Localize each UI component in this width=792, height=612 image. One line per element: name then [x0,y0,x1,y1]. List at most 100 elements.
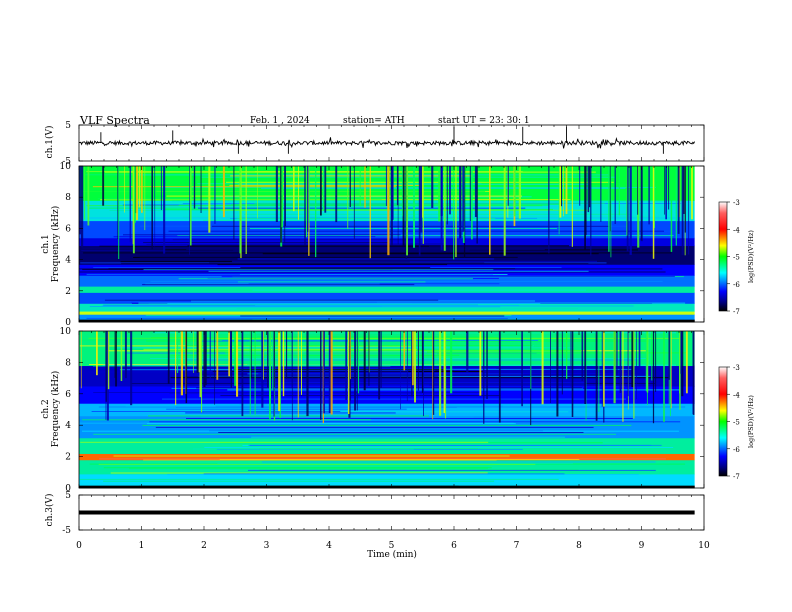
ch2-spectrogram-transient [193,331,194,373]
ch1-spectrogram-transient [320,166,322,216]
ch2-spectrogram-ytick-label: 6 [65,390,71,400]
ch2-spectrogram-transient [423,331,424,417]
ch2-spectrogram-transient [411,331,413,397]
ch2-spectrogram-texture [162,398,627,400]
ch1-spectrogram-texture [211,225,610,227]
ch2-spectrogram-transient [584,331,587,404]
ch2-spectrogram-texture [88,371,409,373]
ch1-spectrogram-band [79,314,695,321]
x-tick-label: 6 [451,541,457,551]
ch2-spectrogram-transient [216,331,219,380]
ch2-spectrogram-transient [236,331,239,397]
ch1-spectrogram-transient [476,166,478,244]
ch2-spectrogram-texture [219,459,580,460]
ch1-colorbar-gradient [718,201,728,312]
ch2-spectrogram-texture [204,411,569,413]
ch1-spectrogram-texture [187,245,569,247]
ch1-spectrogram-transient [446,166,448,225]
ch1-colorbar-tick-label: -7 [733,308,740,316]
ch2-spectrogram-transient [603,331,605,407]
ch2-spectrogram-transient [363,331,366,391]
ch2-spectrogram-texture [215,405,503,407]
ch2-spectrogram-texture [82,419,371,421]
ch1-spectrogram-transient [563,166,564,217]
ch1-spectrogram-texture [236,308,579,310]
ch1-spectrogram-transient [558,166,560,235]
ch2-spectrogram-texture [169,350,581,352]
ch2-spectrogram-texture [185,412,396,414]
ch2-spectrogram-transient [201,331,203,413]
ch2-colorbar-tick-label: -6 [733,446,740,454]
ch2-spectrogram-transient [622,331,624,422]
ch1-spectrogram-transient [298,166,299,220]
ch1-spectrogram-ylabel-channel: ch.1 [41,234,51,253]
ch1-spectrogram-transient [257,166,258,219]
ch2-colorbar-gradient [718,366,728,477]
ch2-spectrogram-ylabel-channel: ch.2 [41,399,51,418]
ch1-spectrogram-texture [105,198,382,200]
ch1-spectrogram-transient [138,166,141,208]
ch1-spectrogram-transient [193,166,196,209]
ch2-spectrogram-transient [645,331,648,392]
ch2-spectrogram-dc-band [79,485,695,488]
ch2-spectrogram-transient [380,331,382,388]
ch1-spectrogram-transient [306,166,307,238]
ch2-spectrogram-texture [110,472,488,474]
ch1-spectrogram-transient [679,166,681,217]
ch1-spectrogram-transient [208,166,211,233]
ch1-spectrogram-transient [79,166,81,235]
ch2-spectrogram-transient [323,331,325,414]
ch2-spectrogram-transient [177,331,179,373]
ch3-waveform-ytick-label: -5 [62,526,71,536]
ch2-spectrogram-texture [200,340,407,342]
ch1-spectrogram-transient [474,166,477,217]
ch2-spectrogram-texture [201,416,474,418]
ch2-spectrogram-transient [556,331,559,417]
ch2-spectrogram-transient [254,331,256,415]
ch2-spectrogram-transient [483,331,485,424]
ch1-spectrogram-texture [172,239,414,241]
ch1-spectrogram-transient [189,166,192,246]
ch1-spectrogram-transient [402,166,403,217]
ch2-spectrogram-texture [170,354,460,356]
ch1-spectrogram-transient [387,166,390,256]
ch1-spectrogram-transient [626,166,628,236]
ch1-spectrogram-texture [123,234,401,236]
ch2-spectrogram-transient [561,331,563,395]
ch2-spectrogram-transient [598,331,600,412]
ch2-spectrogram-texture [89,463,686,465]
ch1-spectrogram-texture [143,269,494,271]
x-tick-label: 0 [76,541,82,551]
ch1-spectrogram-ylabel: Frequency (kHz) [50,206,61,283]
ch1-spectrogram-texture [217,264,448,266]
ch2-spectrogram-transient [466,331,469,373]
ch2-spectrogram-texture [129,467,488,469]
ch2-spectrogram-transient [571,331,574,417]
ch2-spectrogram-transient [541,331,544,405]
ch1-spectrogram-transient [81,166,84,248]
ch1-spectrogram-transient [118,166,120,259]
ch2-spectrogram-transient [272,331,274,391]
ch1-spectrogram-texture [230,203,560,205]
ch2-spectrogram-transient [306,331,309,417]
ch2-spectrogram-transient [368,331,370,386]
ch1-spectrogram-texture [178,278,473,280]
ch1-colorbar-tick-label: -5 [733,254,740,262]
ch1-colorbar: -3 -4 -5 -6 -7 log(PSD)(V²/Hz) [718,199,755,316]
ch1-spectrogram-transient [396,166,399,206]
ch1-spectrogram-transient [189,166,190,255]
ch2-spectrogram-transient [443,331,445,413]
ch1-spectrogram-transient [609,166,611,232]
ch1-spectrogram-transient [284,166,286,244]
ch1-spectrogram-band [79,286,695,293]
ch2-spectrogram-transient [679,331,681,410]
ch1-spectrogram-band [79,303,695,312]
ch2-spectrogram-transient [328,331,331,413]
ch2-spectrogram-texture [227,389,680,391]
ch1-spectrogram-texture [82,247,592,249]
ch1-spectrogram-transient [308,166,310,224]
ch3-waveform-ylabel: ch.3(V) [44,494,55,527]
ch2-spectrogram-texture [218,432,584,433]
ch1-spectrogram-transient [369,166,371,259]
ch1-spectrogram-transient [163,166,166,254]
